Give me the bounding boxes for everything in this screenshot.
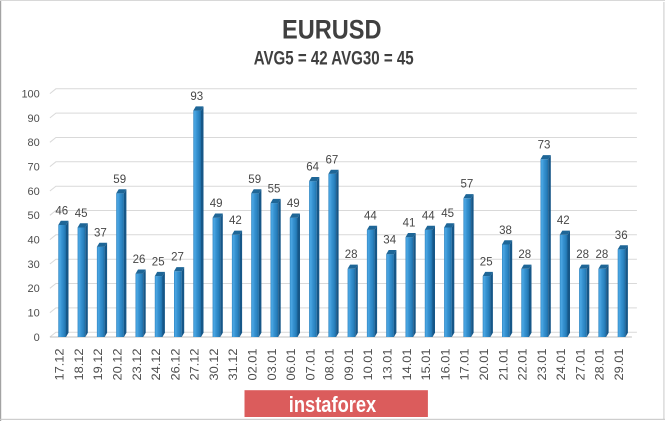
svg-text:59: 59 (113, 174, 126, 186)
svg-text:02.01: 02.01 (248, 349, 260, 381)
svg-text:17.01: 17.01 (460, 349, 472, 381)
svg-text:30: 30 (28, 259, 40, 271)
svg-text:42: 42 (557, 215, 570, 227)
svg-text:60: 60 (28, 186, 40, 198)
svg-text:17.12: 17.12 (55, 349, 67, 381)
svg-text:55: 55 (268, 184, 281, 196)
svg-text:19.12: 19.12 (93, 349, 105, 381)
svg-text:45: 45 (441, 208, 454, 220)
svg-text:46: 46 (55, 205, 68, 217)
svg-text:30.12: 30.12 (209, 349, 221, 381)
svg-text:31.12: 31.12 (228, 349, 240, 381)
svg-text:28: 28 (596, 249, 609, 261)
svg-text:59: 59 (248, 174, 261, 186)
svg-text:20: 20 (28, 283, 40, 295)
svg-text:09.01: 09.01 (344, 349, 356, 381)
svg-text:36: 36 (615, 230, 628, 242)
svg-text:15.01: 15.01 (421, 349, 433, 381)
svg-text:20.12: 20.12 (113, 349, 125, 381)
svg-text:22.01: 22.01 (518, 349, 530, 381)
svg-text:24.12: 24.12 (151, 349, 163, 381)
svg-text:06.01: 06.01 (286, 349, 298, 381)
svg-text:25: 25 (480, 257, 493, 269)
svg-text:10.01: 10.01 (363, 349, 375, 381)
svg-text:26.12: 26.12 (170, 349, 182, 381)
svg-text:37: 37 (94, 227, 107, 239)
svg-text:100: 100 (21, 89, 39, 101)
svg-text:93: 93 (190, 91, 203, 103)
svg-text:0: 0 (34, 332, 40, 344)
svg-text:27.01: 27.01 (575, 349, 587, 381)
svg-text:23.12: 23.12 (132, 349, 144, 381)
svg-text:42: 42 (229, 215, 242, 227)
svg-text:90: 90 (28, 113, 40, 125)
svg-text:23.01: 23.01 (537, 349, 549, 381)
svg-text:27.12: 27.12 (190, 349, 202, 381)
svg-text:27: 27 (171, 252, 184, 264)
svg-text:29.01: 29.01 (614, 349, 626, 381)
svg-text:67: 67 (326, 154, 339, 166)
svg-text:49: 49 (210, 198, 223, 210)
svg-text:25: 25 (152, 257, 165, 269)
svg-text:44: 44 (422, 210, 435, 222)
svg-text:57: 57 (461, 179, 474, 191)
svg-text:40: 40 (28, 235, 40, 247)
svg-text:EURUSD: EURUSD (282, 15, 382, 45)
svg-text:45: 45 (75, 208, 88, 220)
svg-text:64: 64 (306, 162, 319, 174)
svg-text:16.01: 16.01 (440, 349, 452, 381)
svg-text:10: 10 (28, 308, 40, 320)
svg-text:07.01: 07.01 (305, 349, 317, 381)
svg-text:18.12: 18.12 (74, 349, 86, 381)
svg-text:80: 80 (28, 137, 40, 149)
svg-text:28.01: 28.01 (595, 349, 607, 381)
svg-text:24.01: 24.01 (556, 349, 568, 381)
svg-text:AVG5 = 42 AVG30 = 45: AVG5 = 42 AVG30 = 45 (254, 47, 414, 69)
svg-text:03.01: 03.01 (267, 349, 279, 381)
svg-text:26: 26 (133, 254, 146, 266)
svg-text:instaforex: instaforex (289, 392, 377, 417)
svg-text:20.01: 20.01 (479, 349, 491, 381)
svg-text:28: 28 (345, 249, 358, 261)
svg-text:49: 49 (287, 198, 300, 210)
svg-text:73: 73 (538, 140, 551, 152)
svg-text:50: 50 (28, 210, 40, 222)
svg-text:38: 38 (499, 225, 512, 237)
svg-text:14.01: 14.01 (402, 349, 414, 381)
svg-text:28: 28 (518, 249, 531, 261)
svg-text:28: 28 (576, 249, 589, 261)
svg-text:44: 44 (364, 210, 377, 222)
svg-text:70: 70 (28, 162, 40, 174)
svg-text:13.01: 13.01 (383, 349, 395, 381)
svg-text:21.01: 21.01 (498, 349, 510, 381)
svg-text:41: 41 (403, 218, 416, 230)
svg-text:34: 34 (383, 235, 396, 247)
svg-text:08.01: 08.01 (325, 349, 337, 381)
